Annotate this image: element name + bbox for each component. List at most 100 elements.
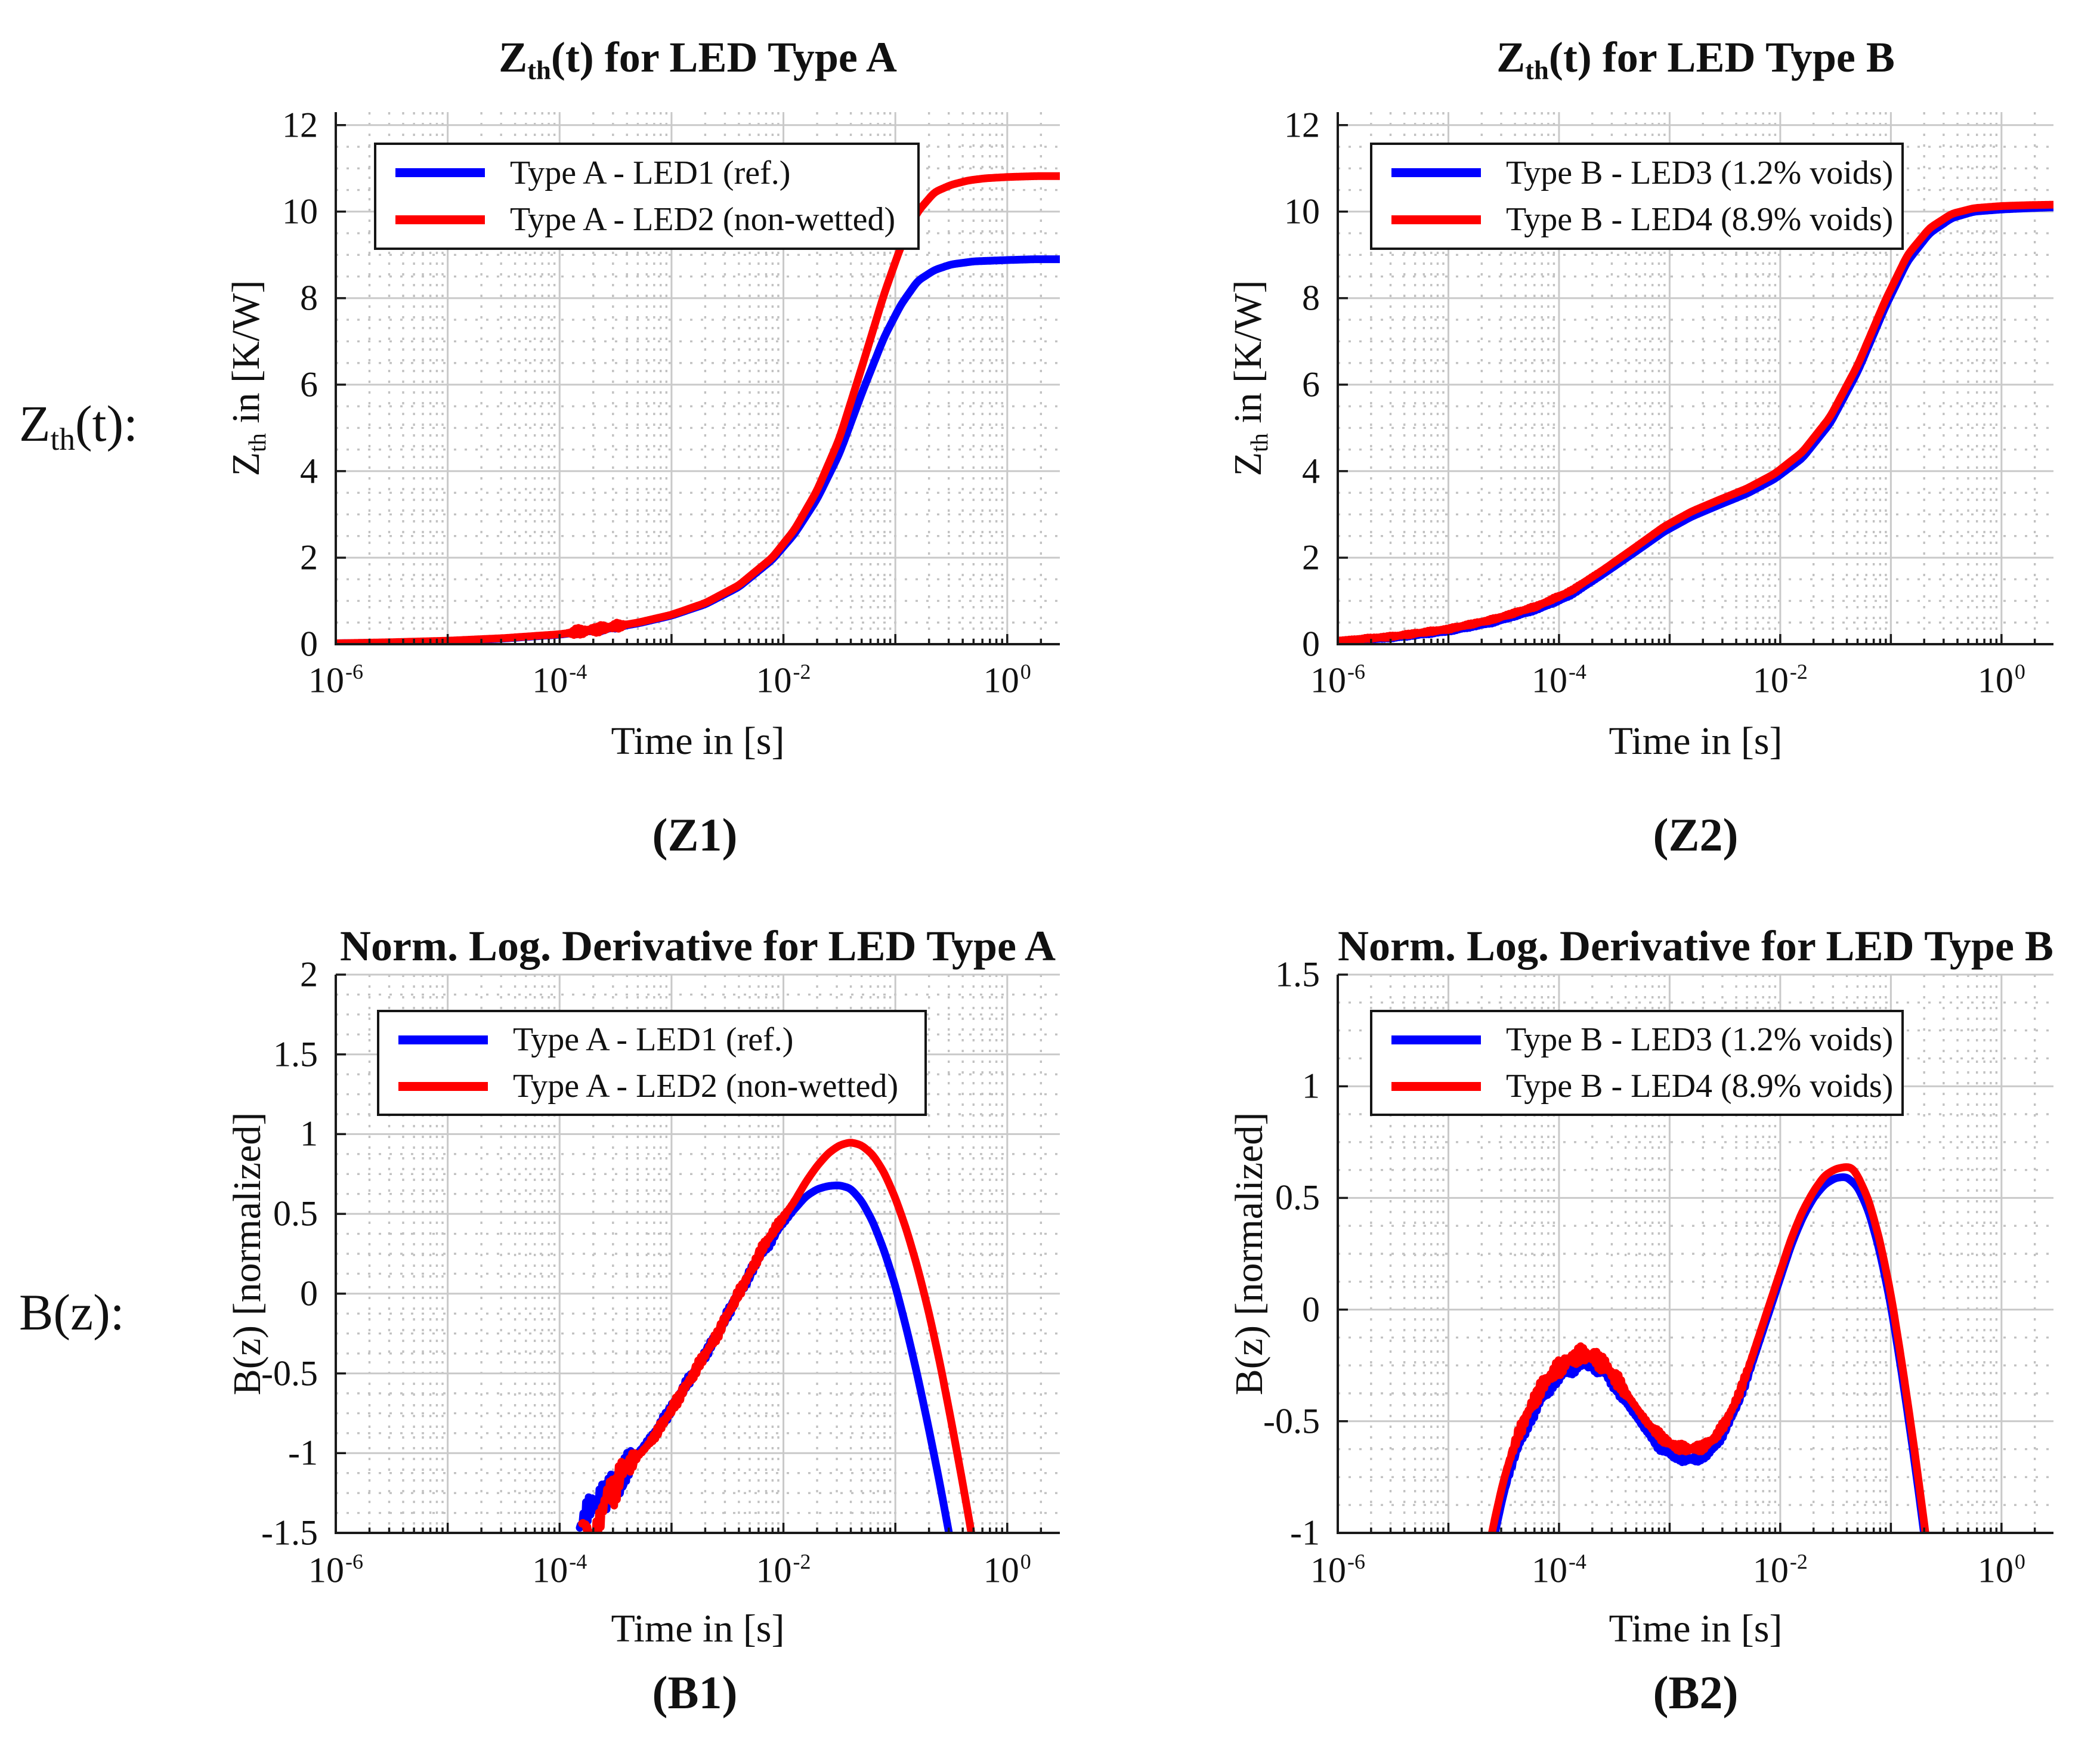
legend-entry-label: Type B - LED3 (1.2% voids) <box>1506 154 1894 191</box>
legend-entry-label: Type A - LED1 (ref.) <box>513 1021 794 1058</box>
x-tick-base: 10 <box>1531 1550 1567 1590</box>
legend-entry: Type B - LED3 (1.2% voids) <box>1391 1021 1901 1059</box>
y-tick-label: 12 <box>1284 105 1320 145</box>
x-tick-base: 10 <box>1310 660 1346 700</box>
curve-red-B2 <box>1487 1163 1929 1533</box>
text-segment: in [K/W] <box>224 280 268 434</box>
text-segment: Norm. Log. Derivative for LED Type A <box>340 922 1056 970</box>
text-segment: th <box>1525 55 1549 85</box>
y-tick-label: 0 <box>1302 624 1320 664</box>
x-tick-base: 10 <box>1752 1550 1789 1590</box>
x-tick-label: 10-6 <box>308 659 363 701</box>
x-tick-base: 10 <box>983 660 1019 700</box>
x-tick-label: 10-2 <box>1753 1549 1808 1591</box>
x-tick-exponent: -4 <box>1568 1550 1586 1573</box>
y-tick-label: -1 <box>1290 1513 1320 1553</box>
legend-entry: Type B - LED3 (1.2% voids) <box>1391 154 1901 192</box>
text-segment: Norm. Log. Derivative for LED Type B <box>1338 922 2053 970</box>
x-tick-label: 10-4 <box>1532 659 1586 701</box>
x-tick-base: 10 <box>756 1550 792 1590</box>
text-segment: (t) for LED Type B <box>1548 33 1895 81</box>
y-tick-label: 0 <box>1302 1290 1320 1330</box>
text-segment: in [K/W] <box>1226 280 1270 434</box>
x-tick-label: 10-2 <box>756 659 811 701</box>
x-tick-exponent: -2 <box>793 660 811 684</box>
curve-red-B1 <box>578 1139 976 1533</box>
legend-entry-label: Type B - LED3 (1.2% voids) <box>1506 1021 1894 1058</box>
y-tick-label: -0.5 <box>261 1353 318 1393</box>
legend-line-swatch <box>398 1035 488 1044</box>
text-segment: Z <box>19 395 51 452</box>
y-axis-label: Zth in [K/W] <box>1226 280 1273 477</box>
plot-title: Zth(t) for LED Type A <box>499 33 897 85</box>
x-tick-exponent: 0 <box>1020 660 1031 684</box>
text-segment: th <box>244 433 271 453</box>
y-tick-label: 2 <box>300 954 318 994</box>
y-tick-label: 0 <box>300 624 318 664</box>
text-segment: (t) for LED Type A <box>550 33 897 81</box>
legend-box: Type A - LED1 (ref.) Type A - LED2 (non-w… <box>374 143 920 250</box>
y-tick-label: 6 <box>1302 364 1320 404</box>
legend-line-swatch <box>398 1081 488 1091</box>
legend-box: Type B - LED3 (1.2% voids) Type B - LED4 … <box>1370 1010 1904 1116</box>
x-tick-exponent: 0 <box>2014 660 2025 684</box>
y-tick-label: 2 <box>300 537 318 577</box>
curve-red-Z2 <box>1338 200 2053 644</box>
y-tick-label: 10 <box>282 191 318 231</box>
x-tick-label: 100 <box>1978 1549 2025 1591</box>
x-tick-exponent: -4 <box>1568 660 1586 684</box>
legend-line-swatch <box>395 215 485 224</box>
x-tick-label: 10-6 <box>1310 659 1365 701</box>
x-tick-exponent: -6 <box>1347 660 1365 684</box>
series-group <box>1487 1163 1929 1533</box>
plot-title: Zth(t) for LED Type B <box>1496 33 1895 85</box>
x-tick-exponent: -4 <box>569 660 587 684</box>
x-tick-exponent: -2 <box>1789 1550 1808 1573</box>
x-tick-label: 10-2 <box>756 1549 811 1591</box>
x-tick-exponent: -2 <box>793 1550 811 1573</box>
x-axis-label: Time in [s] <box>1609 1607 1783 1650</box>
text-segment: Z <box>1496 33 1526 81</box>
x-axis-label: Time in [s] <box>611 1607 785 1650</box>
x-axis-label: Time in [s] <box>1609 719 1783 763</box>
subplot-caption: (Z2) <box>1653 809 1739 861</box>
legend-box: Type A - LED1 (ref.) Type A - LED2 (non-w… <box>377 1010 927 1116</box>
x-tick-base: 10 <box>1977 660 2014 700</box>
x-tick-base: 10 <box>532 660 568 700</box>
x-tick-exponent: -6 <box>1347 1550 1365 1573</box>
plot-title: Norm. Log. Derivative for LED Type A <box>340 922 1056 971</box>
row-label-bz: B(z): <box>19 1282 125 1342</box>
legend-line-swatch <box>1391 215 1481 224</box>
x-tick-label: 10-4 <box>532 1549 587 1591</box>
text-segment: B(z): <box>19 1284 125 1341</box>
x-tick-label: 100 <box>1978 659 2025 701</box>
x-tick-label: 10-2 <box>1753 659 1808 701</box>
x-tick-base: 10 <box>756 660 792 700</box>
subplot-caption: (Z1) <box>652 809 738 861</box>
series-group <box>1338 200 2053 644</box>
text-segment: (t): <box>75 395 138 452</box>
legend-line-swatch <box>1391 1081 1481 1091</box>
curve-blue-B1 <box>576 1181 953 1533</box>
text-segment: Z <box>1226 452 1270 477</box>
x-tick-exponent: -6 <box>345 1550 363 1573</box>
x-tick-base: 10 <box>1310 1550 1346 1590</box>
y-tick-label: 10 <box>1284 191 1320 231</box>
legend-line-swatch <box>395 168 485 178</box>
y-tick-label: 4 <box>300 451 318 491</box>
plot-title: Norm. Log. Derivative for LED Type B <box>1338 922 2053 971</box>
x-tick-label: 10-6 <box>1310 1549 1365 1591</box>
series-group <box>576 1139 976 1533</box>
legend-entry: Type B - LED4 (8.9% voids) <box>1391 200 1901 239</box>
curve-blue-Z1 <box>336 255 1060 644</box>
x-tick-exponent: 0 <box>2014 1550 2025 1573</box>
x-tick-label: 100 <box>983 1549 1031 1591</box>
curve-blue-Z2 <box>1338 203 2053 644</box>
y-tick-label: 8 <box>300 278 318 318</box>
x-tick-base: 10 <box>1977 1550 2014 1590</box>
x-tick-label: 10-4 <box>532 659 587 701</box>
